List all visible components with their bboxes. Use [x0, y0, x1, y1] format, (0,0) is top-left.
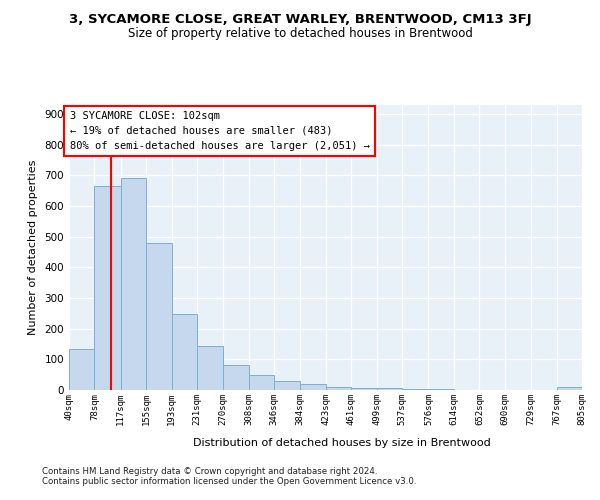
Bar: [274, 381, 299, 390]
Bar: [249, 374, 274, 390]
Bar: [223, 364, 249, 390]
Bar: [69, 348, 94, 390]
Bar: [172, 314, 197, 390]
Text: 3, SYCAMORE CLOSE, GREAT WARLEY, BRENTWOOD, CM13 3FJ: 3, SYCAMORE CLOSE, GREAT WARLEY, BRENTWO…: [68, 12, 532, 26]
Bar: [94, 186, 121, 390]
Bar: [146, 243, 172, 390]
Bar: [557, 387, 582, 390]
Bar: [377, 388, 402, 390]
Text: Contains HM Land Registry data © Crown copyright and database right 2024.: Contains HM Land Registry data © Crown c…: [42, 467, 377, 476]
Bar: [326, 387, 352, 390]
Bar: [121, 178, 146, 390]
Y-axis label: Number of detached properties: Number of detached properties: [28, 160, 38, 335]
Text: Size of property relative to detached houses in Brentwood: Size of property relative to detached ho…: [128, 28, 472, 40]
Text: 3 SYCAMORE CLOSE: 102sqm
← 19% of detached houses are smaller (483)
80% of semi-: 3 SYCAMORE CLOSE: 102sqm ← 19% of detach…: [70, 111, 370, 150]
Bar: [197, 346, 223, 390]
Text: Contains public sector information licensed under the Open Government Licence v3: Contains public sector information licen…: [42, 477, 416, 486]
Bar: [352, 388, 377, 390]
Bar: [299, 384, 326, 390]
Text: Distribution of detached houses by size in Brentwood: Distribution of detached houses by size …: [193, 438, 491, 448]
